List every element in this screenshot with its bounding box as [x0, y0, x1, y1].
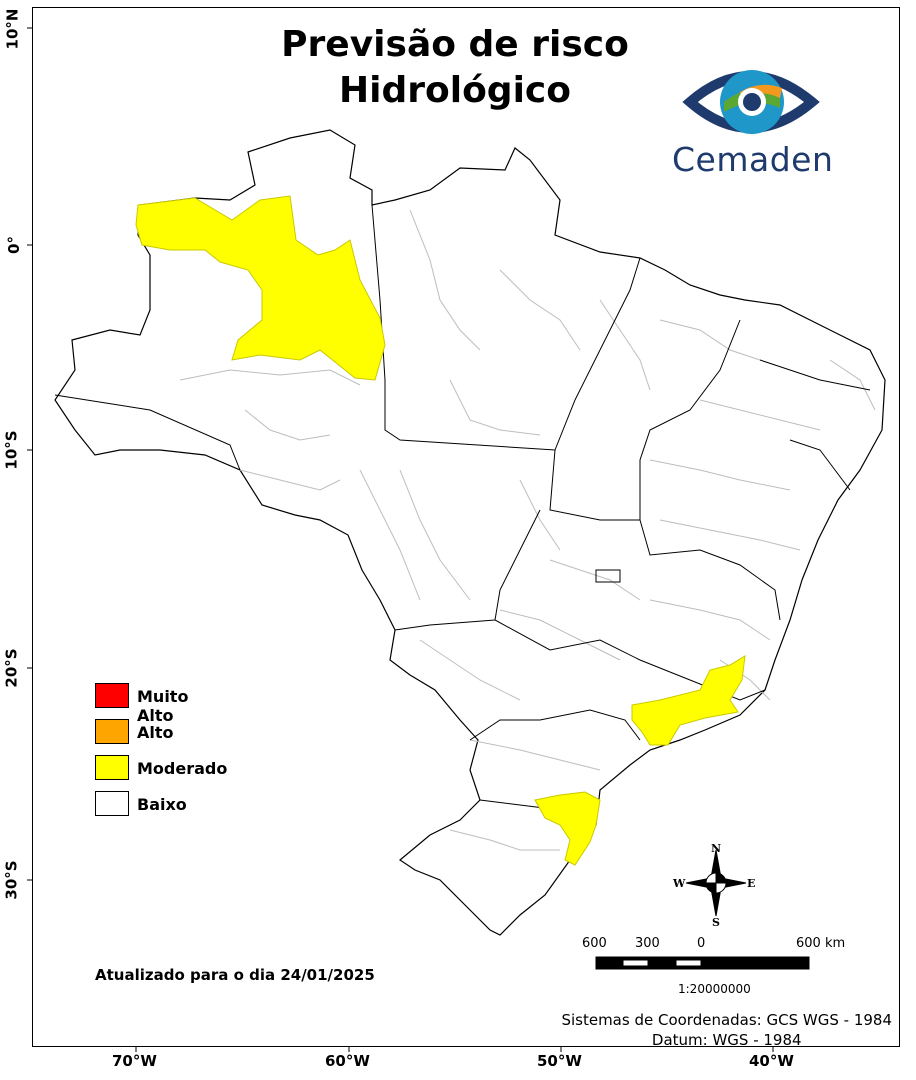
risk-area-amazonas — [135, 195, 386, 381]
legend-swatch-muito-alto — [95, 683, 129, 708]
brazil-outline — [54, 129, 886, 936]
compass-rose — [685, 849, 747, 917]
legend-label: Moderado — [137, 759, 228, 778]
lat-tick-0: 0° — [4, 236, 23, 254]
lat-tick-10n: 10°N — [3, 8, 22, 50]
compass-west: W — [673, 877, 686, 890]
compass-south: S — [712, 916, 720, 929]
scale-bar — [595, 956, 810, 970]
compass-north: N — [711, 842, 722, 855]
legend-swatch-alto — [95, 719, 129, 744]
legend-label: Baixo — [137, 795, 187, 814]
lat-tick-20s: 20°S — [2, 648, 21, 688]
scale-label-300: 300 — [635, 936, 660, 951]
risk-areas — [135, 195, 746, 866]
legend-label: Alto — [137, 723, 174, 742]
coordinate-system: Sistemas de Coordenadas: GCS WGS - 1984 … — [561, 1010, 892, 1050]
lon-tick-50w: 50°W — [537, 1052, 582, 1070]
risk-area-rj-sp — [631, 655, 746, 746]
lat-tick-30s: 30°S — [2, 860, 21, 900]
scale-ratio: 1:20000000 — [678, 982, 751, 996]
lat-tick-10s: 10°S — [2, 430, 21, 470]
state-borders — [54, 204, 871, 816]
scale-label-0: 0 — [697, 936, 706, 951]
logo-text: Cemaden — [672, 140, 834, 179]
map-title-line1: Previsão de risco — [281, 24, 629, 65]
lon-tick-60w: 60°W — [325, 1052, 370, 1070]
axis-ticks — [27, 27, 774, 1052]
basin-lines — [179, 209, 876, 851]
compass-east: E — [747, 877, 756, 890]
coordinate-system-line1: Sistemas de Coordenadas: GCS WGS - 1984 — [561, 1011, 892, 1029]
map-title-line2: Hidrológico — [339, 70, 571, 111]
risk-area-sc — [534, 791, 601, 866]
updated-date: Atualizado para o dia 24/01/2025 — [95, 966, 375, 984]
legend-label: Muito Alto — [137, 687, 189, 725]
lon-tick-40w: 40°W — [749, 1052, 794, 1070]
legend-swatch-moderado — [95, 755, 129, 780]
coordinate-system-line2: Datum: WGS - 1984 — [651, 1031, 802, 1049]
scale-label-600: 600 — [582, 936, 607, 951]
scale-label-600km: 600 km — [796, 936, 846, 951]
cemaden-logo — [682, 70, 820, 134]
legend-swatch-baixo — [95, 791, 129, 816]
lon-tick-70w: 70°W — [112, 1052, 157, 1070]
